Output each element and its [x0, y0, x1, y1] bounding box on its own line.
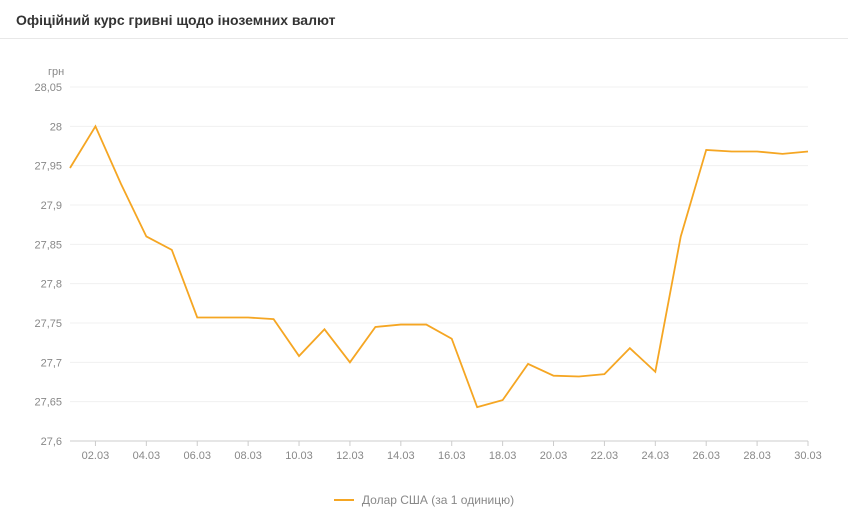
x-tick-label: 12.03: [336, 450, 364, 462]
x-tick-label: 22.03: [591, 450, 619, 462]
x-tick-label: 26.03: [692, 450, 720, 462]
x-tick-label: 14.03: [387, 450, 415, 462]
legend: Долар США (за 1 одиницю): [0, 487, 848, 519]
y-tick-label: 27,7: [41, 357, 62, 369]
legend-swatch: [334, 499, 354, 501]
x-tick-label: 06.03: [183, 450, 211, 462]
x-tick-label: 08.03: [234, 450, 262, 462]
y-tick-label: 28,05: [34, 82, 62, 94]
series-line: [70, 126, 808, 407]
x-tick-label: 18.03: [489, 450, 517, 462]
x-tick-label: 20.03: [540, 450, 568, 462]
legend-label: Долар США (за 1 одиницю): [362, 493, 514, 507]
line-chart-svg: грн 28,05 28 27,95 27,9 27,85 27,8 27,75 27,7 27,…: [20, 59, 828, 469]
y-tick-label: 27,9: [41, 200, 62, 212]
x-tick-label: 24.03: [642, 450, 670, 462]
y-tick-label: 27,85: [34, 239, 62, 251]
x-tick-label: 28.03: [743, 450, 771, 462]
x-tick-label: 04.03: [133, 450, 161, 462]
x-tick-label: 30.03: [794, 450, 822, 462]
y-tick-label: 27,8: [41, 279, 62, 291]
x-tick-label: 16.03: [438, 450, 466, 462]
y-tick-label: 27,75: [34, 318, 62, 330]
chart-title: Офіційний курс гривні щодо іноземних вал…: [16, 12, 832, 28]
y-tick-label: 27,6: [41, 436, 62, 448]
x-tick-label: 02.03: [82, 450, 110, 462]
chart-container: Офіційний курс гривні щодо іноземних вал…: [0, 0, 848, 519]
x-tick-label: 10.03: [285, 450, 313, 462]
y-tick-label: 28: [50, 121, 62, 133]
y-unit-label: грн: [48, 66, 64, 78]
chart-area: грн 28,05 28 27,95 27,9 27,85 27,8 27,75 27,7 27,…: [0, 39, 848, 487]
title-bar: Офіційний курс гривні щодо іноземних вал…: [0, 0, 848, 39]
y-tick-label: 27,95: [34, 161, 62, 173]
y-tick-label: 27,65: [34, 397, 62, 409]
